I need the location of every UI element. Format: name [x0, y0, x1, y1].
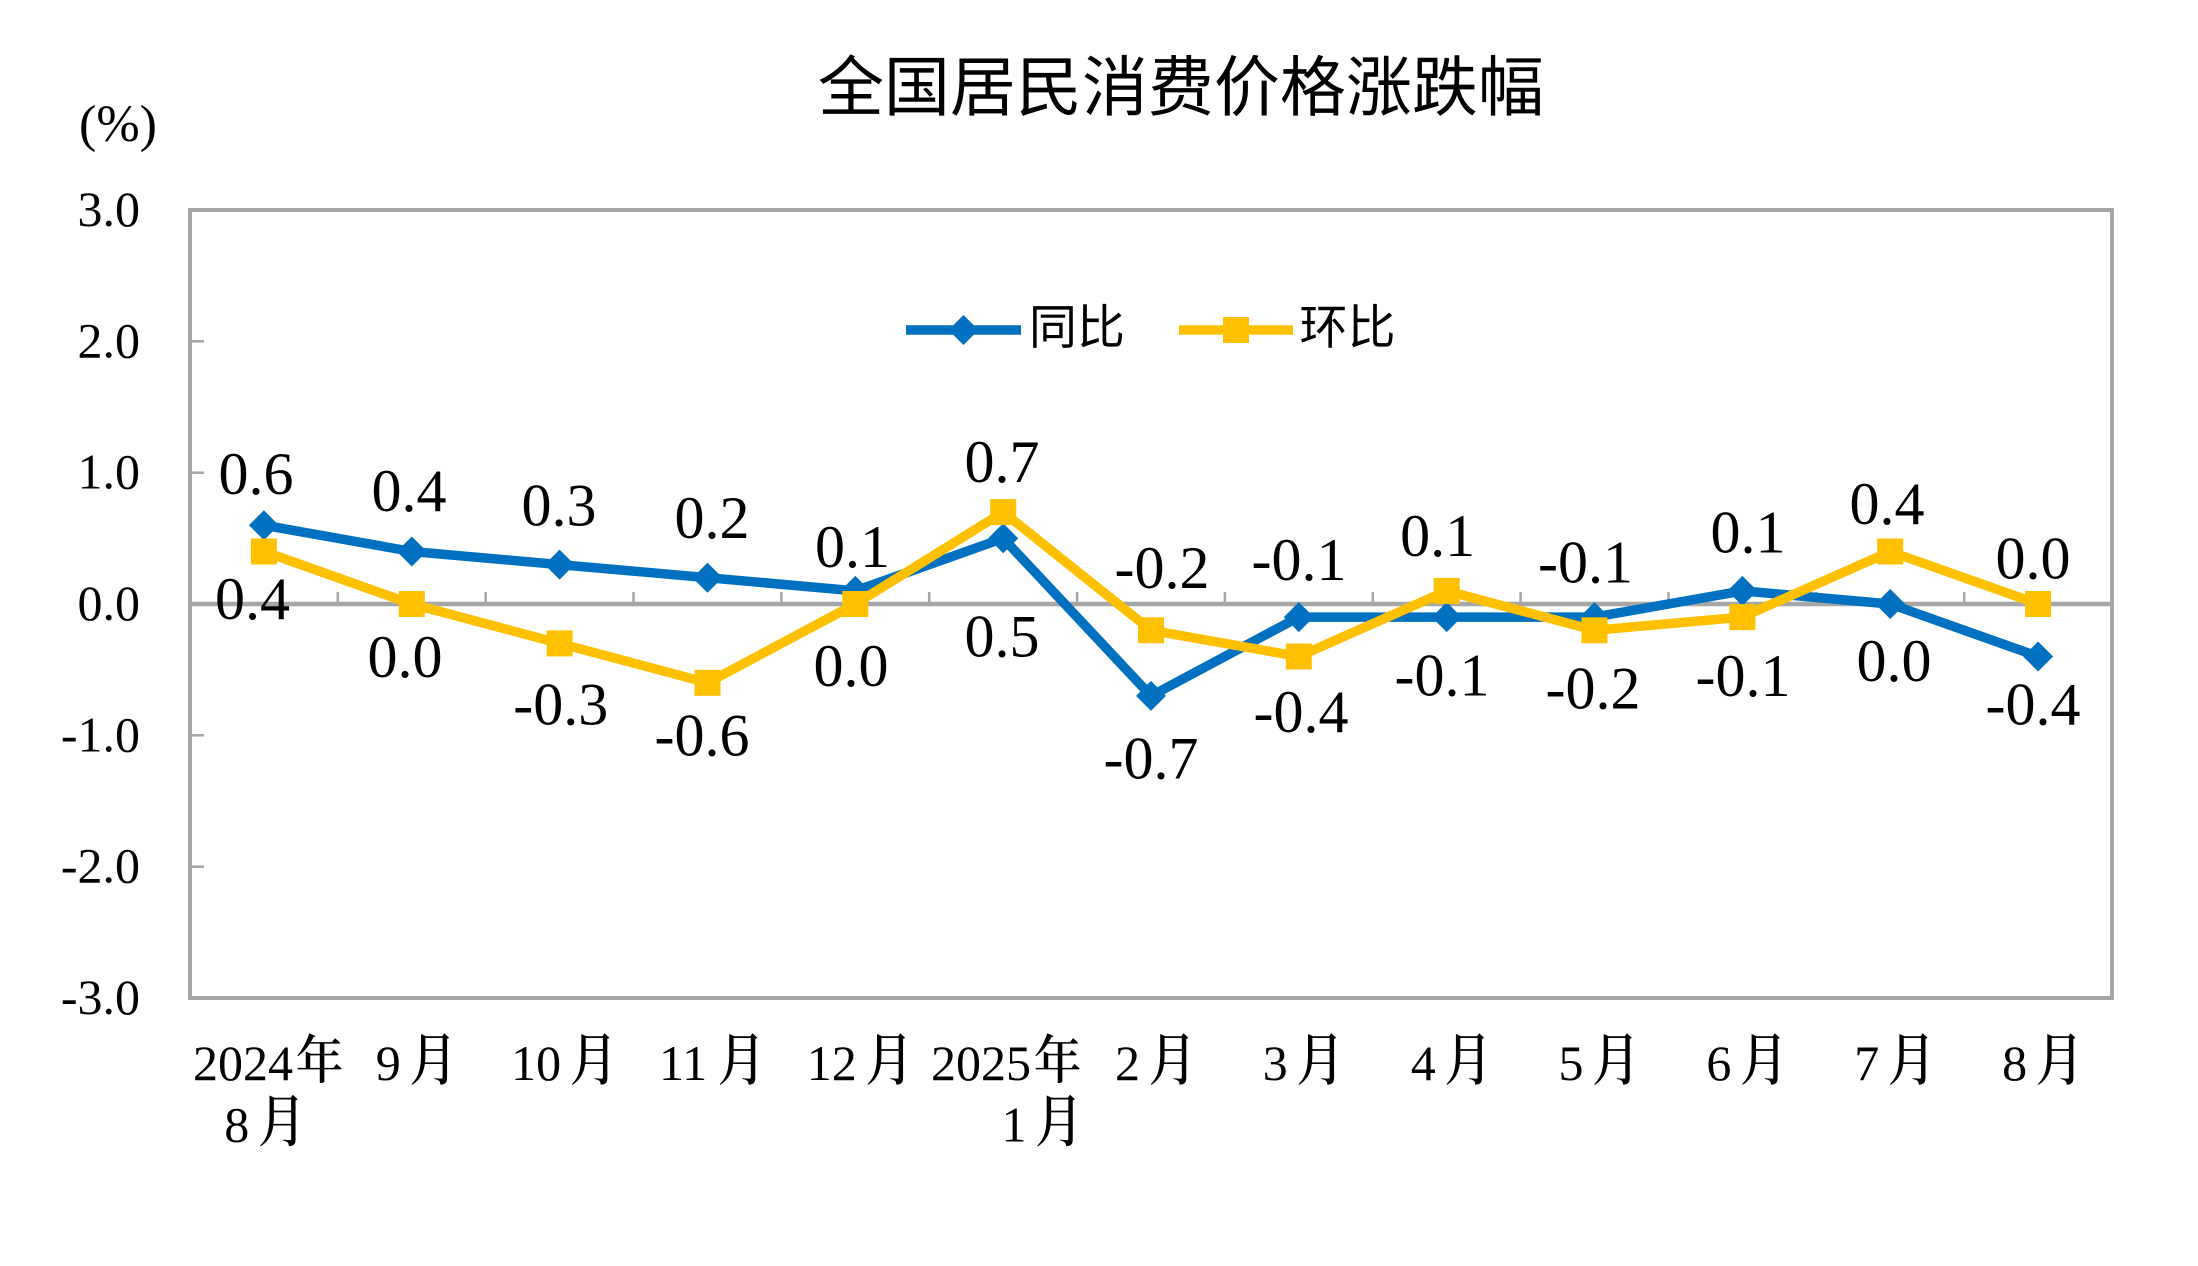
svg-text:0.1: 0.1 — [815, 514, 890, 580]
svg-text:12: 12 — [807, 1035, 857, 1091]
svg-text:0.0: 0.0 — [368, 624, 443, 690]
svg-text:0.4: 0.4 — [215, 566, 290, 632]
svg-text:0.0: 0.0 — [1996, 525, 2071, 591]
svg-text:0.0: 0.0 — [814, 633, 889, 699]
svg-text:(%): (%) — [79, 96, 157, 153]
svg-text:-0.1: -0.1 — [1696, 643, 1791, 709]
svg-text:0.2: 0.2 — [675, 485, 750, 551]
svg-text:-0.4: -0.4 — [1254, 679, 1349, 745]
svg-text:0.0: 0.0 — [78, 575, 141, 631]
svg-text:0.3: 0.3 — [522, 473, 597, 539]
svg-text:-3.0: -3.0 — [61, 969, 140, 1025]
svg-text:-0.2: -0.2 — [1115, 535, 1210, 601]
svg-text:-1.0: -1.0 — [61, 706, 140, 762]
svg-text:-0.4: -0.4 — [1986, 671, 2081, 737]
svg-text:3.0: 3.0 — [78, 181, 141, 237]
svg-text:8: 8 — [2002, 1035, 2027, 1091]
svg-text:2024: 2024 — [193, 1035, 293, 1091]
svg-text:-2.0: -2.0 — [61, 838, 140, 894]
svg-text:6: 6 — [1706, 1035, 1731, 1091]
svg-text:0.5: 0.5 — [965, 603, 1040, 669]
svg-text:9: 9 — [376, 1035, 401, 1091]
svg-text:-0.1: -0.1 — [1538, 530, 1633, 596]
svg-text:0.7: 0.7 — [965, 429, 1040, 495]
svg-text:0.4: 0.4 — [1850, 471, 1925, 537]
svg-text:1: 1 — [1002, 1097, 1027, 1153]
svg-text:4: 4 — [1411, 1035, 1436, 1091]
svg-text:-0.6: -0.6 — [655, 703, 750, 769]
svg-text:-0.7: -0.7 — [1104, 725, 1199, 791]
svg-text:0.6: 0.6 — [219, 441, 294, 507]
svg-text:10: 10 — [511, 1035, 561, 1091]
svg-text:-0.1: -0.1 — [1395, 642, 1490, 708]
svg-text:-0.2: -0.2 — [1546, 655, 1641, 721]
svg-text:0.1: 0.1 — [1711, 500, 1786, 566]
svg-text:7: 7 — [1854, 1035, 1879, 1091]
svg-text:-0.1: -0.1 — [1252, 527, 1347, 593]
svg-text:2: 2 — [1115, 1035, 1140, 1091]
svg-text:8: 8 — [224, 1097, 249, 1153]
svg-text:0.1: 0.1 — [1400, 503, 1475, 569]
svg-text:-0.3: -0.3 — [513, 671, 608, 737]
svg-text:11: 11 — [659, 1035, 707, 1091]
svg-text:0.0: 0.0 — [1857, 628, 1932, 694]
svg-text:3: 3 — [1263, 1035, 1288, 1091]
svg-text:1.0: 1.0 — [78, 444, 141, 500]
svg-text:5: 5 — [1559, 1035, 1584, 1091]
svg-text:2025: 2025 — [931, 1035, 1031, 1091]
svg-text:2.0: 2.0 — [78, 312, 141, 368]
svg-text:0.4: 0.4 — [372, 458, 447, 524]
